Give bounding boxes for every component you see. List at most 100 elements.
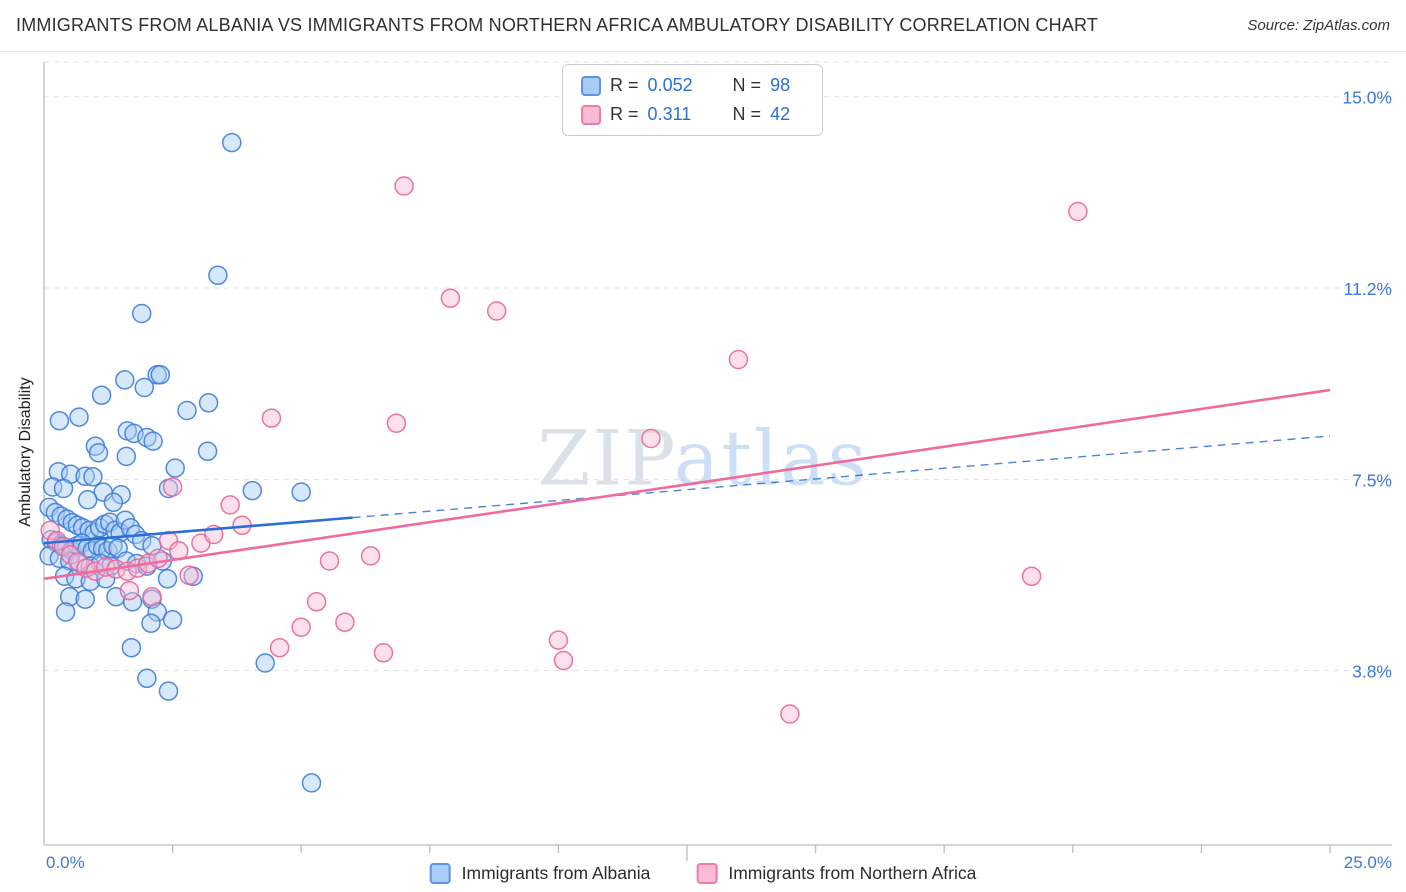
data-point-northern_africa bbox=[40, 520, 60, 541]
data-point-albania bbox=[165, 458, 185, 478]
data-point-albania bbox=[301, 773, 322, 793]
data-point-albania bbox=[77, 490, 98, 510]
data-point-albania bbox=[83, 467, 103, 487]
data-point-northern_africa bbox=[373, 643, 394, 663]
albania-swatch bbox=[429, 863, 451, 884]
data-point-albania bbox=[88, 443, 109, 463]
y-tick-label: 11.2% bbox=[1344, 279, 1392, 299]
x-axis-max-label: 25.0% bbox=[1343, 853, 1392, 872]
data-point-northern_africa bbox=[486, 301, 507, 321]
correlation-legend: R = 0.052 N = 98 R = 0.311 N = 42 bbox=[562, 64, 824, 136]
data-point-albania bbox=[291, 482, 311, 502]
data-point-albania bbox=[131, 303, 152, 324]
data-point-northern_africa bbox=[360, 546, 381, 566]
watermark-zip: ZIP bbox=[537, 413, 675, 503]
r-label: R = bbox=[610, 75, 639, 95]
data-point-albania bbox=[111, 484, 131, 505]
y-tick-label: 3.8% bbox=[1352, 662, 1392, 682]
northern-africa-legend-swatch bbox=[581, 104, 602, 125]
data-point-albania bbox=[75, 589, 95, 609]
trend-dashed-albania bbox=[352, 435, 1331, 519]
albania-legend-swatch bbox=[581, 75, 602, 96]
source-attribution[interactable]: Source: ZipAtlas.com bbox=[1247, 17, 1390, 34]
data-point-albania bbox=[208, 265, 228, 286]
data-point-albania bbox=[122, 592, 143, 612]
data-point-northern_africa bbox=[220, 495, 240, 515]
data-point-albania bbox=[69, 407, 89, 427]
data-point-albania bbox=[134, 377, 155, 398]
y-tick-label: 15.0% bbox=[1342, 88, 1392, 108]
data-point-albania bbox=[162, 609, 183, 630]
data-point-northern_africa bbox=[291, 617, 311, 638]
r-value-albania: 0.052 bbox=[647, 75, 693, 95]
data-point-albania bbox=[62, 512, 83, 533]
data-point-albania bbox=[177, 400, 197, 421]
data-point-albania bbox=[116, 446, 137, 467]
data-point-albania bbox=[157, 569, 178, 589]
albania-series-label: Immigrants from Albania bbox=[461, 863, 651, 883]
source-link[interactable]: ZipAtlas.com bbox=[1303, 17, 1390, 34]
data-point-northern_africa bbox=[440, 288, 461, 308]
data-point-northern_africa bbox=[728, 349, 749, 370]
data-point-albania bbox=[103, 492, 124, 513]
data-point-northern_africa bbox=[306, 592, 327, 612]
data-point-northern_africa bbox=[142, 586, 162, 607]
data-point-albania bbox=[198, 393, 219, 413]
legend-item-albania[interactable]: Immigrants from Albania bbox=[429, 863, 651, 884]
data-point-albania bbox=[242, 480, 263, 501]
series-legend: Immigrants from Albania Immigrants from … bbox=[429, 863, 976, 884]
r-value-northern-africa: 0.311 bbox=[647, 104, 692, 124]
data-point-albania bbox=[197, 441, 218, 462]
x-axis-min-label: 0.0% bbox=[46, 853, 85, 872]
n-value-albania: 98 bbox=[770, 75, 791, 95]
data-point-albania bbox=[53, 478, 74, 499]
y-axis-title: Ambulatory Disability bbox=[17, 377, 34, 527]
data-point-northern_africa bbox=[641, 428, 661, 449]
data-point-albania bbox=[222, 132, 242, 153]
data-point-northern_africa bbox=[148, 548, 168, 569]
n-label: N = bbox=[732, 75, 762, 95]
trend-solid-northern_africa bbox=[43, 388, 1331, 581]
data-point-northern_africa bbox=[119, 580, 140, 601]
source-label: Source: bbox=[1247, 17, 1300, 34]
data-point-albania bbox=[45, 502, 66, 523]
data-point-albania bbox=[121, 637, 142, 658]
data-point-albania bbox=[141, 613, 161, 633]
data-point-northern_africa bbox=[1021, 566, 1042, 587]
data-point-albania bbox=[158, 681, 179, 701]
data-point-albania bbox=[91, 385, 112, 405]
data-point-northern_africa bbox=[319, 551, 340, 571]
legend-item-northern-africa[interactable]: Immigrants from Northern Africa bbox=[696, 863, 976, 884]
data-point-albania bbox=[137, 668, 157, 689]
r-label: R = bbox=[610, 104, 639, 124]
trend-solid-albania bbox=[43, 516, 353, 545]
data-point-albania bbox=[55, 602, 76, 622]
n-value-northern-africa: 42 bbox=[770, 104, 791, 124]
data-point-northern_africa bbox=[780, 704, 800, 724]
data-point-albania bbox=[59, 586, 80, 607]
header: IMMIGRANTS FROM ALBANIA VS IMMIGRANTS FR… bbox=[0, 0, 1406, 52]
data-point-albania bbox=[147, 602, 167, 622]
northern-africa-series-label: Immigrants from Northern Africa bbox=[728, 863, 977, 883]
data-point-albania bbox=[143, 431, 163, 451]
data-point-albania bbox=[150, 365, 171, 385]
correlation-row-albania: R = 0.052 N = 98 bbox=[581, 75, 804, 96]
data-point-albania bbox=[75, 466, 95, 487]
y-tick-label: 7.5% bbox=[1352, 470, 1392, 490]
data-point-albania bbox=[49, 410, 70, 431]
data-point-northern_africa bbox=[548, 630, 569, 650]
data-point-northern_africa bbox=[553, 650, 574, 671]
data-point-northern_africa bbox=[179, 565, 199, 586]
northern-africa-swatch bbox=[696, 863, 718, 884]
data-point-northern_africa bbox=[162, 477, 183, 497]
correlation-row-northern-africa: R = 0.311 N = 42 bbox=[581, 104, 804, 125]
data-point-northern_africa bbox=[394, 176, 414, 196]
data-point-northern_africa bbox=[335, 612, 355, 632]
page-title: IMMIGRANTS FROM ALBANIA VS IMMIGRANTS FR… bbox=[16, 15, 1099, 35]
data-point-albania bbox=[255, 653, 275, 673]
data-point-northern_africa bbox=[386, 413, 407, 433]
data-point-albania bbox=[115, 370, 135, 390]
n-label: N = bbox=[732, 104, 762, 124]
